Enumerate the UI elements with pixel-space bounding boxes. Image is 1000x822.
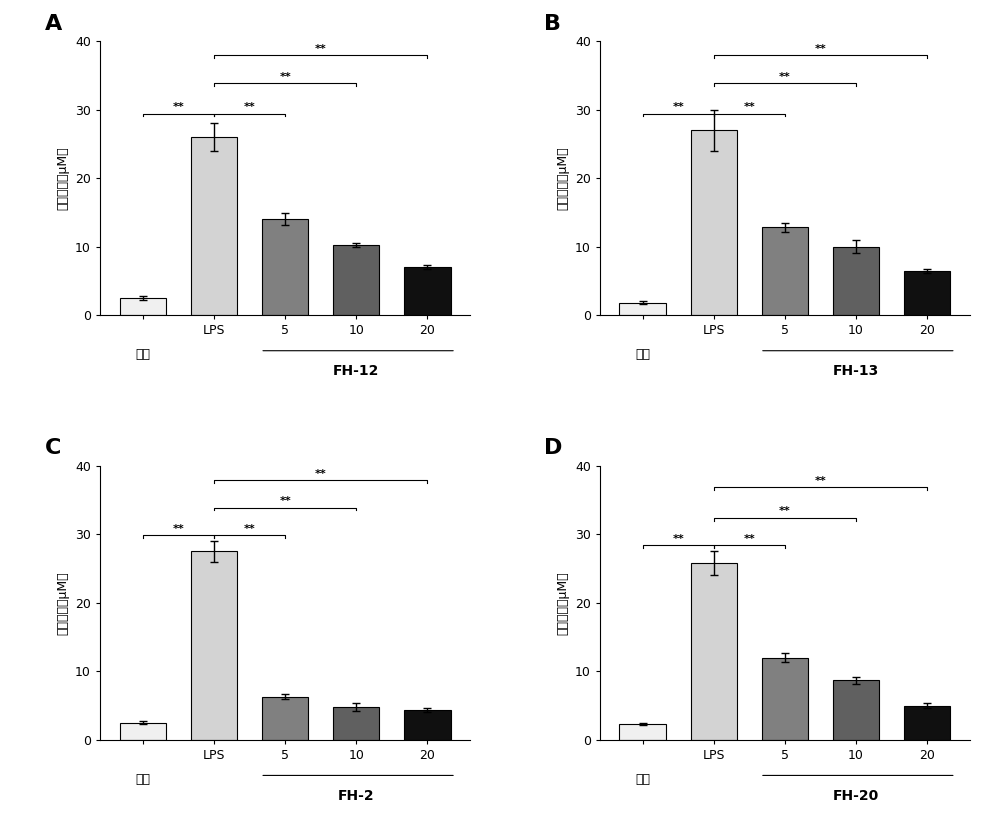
Y-axis label: 一氧化氮（μM）: 一氧化氮（μM） <box>556 146 569 210</box>
Bar <box>404 267 451 315</box>
Text: B: B <box>544 14 561 34</box>
Bar <box>904 270 950 315</box>
Text: **: ** <box>244 524 255 533</box>
Text: **: ** <box>779 72 791 81</box>
Text: FH-20: FH-20 <box>833 789 879 803</box>
Bar <box>191 137 237 315</box>
Bar <box>191 552 237 740</box>
Text: FH-13: FH-13 <box>833 364 879 378</box>
Text: **: ** <box>815 44 826 54</box>
Text: **: ** <box>279 72 291 81</box>
Text: **: ** <box>815 476 826 486</box>
Y-axis label: 一氧化氮（μM）: 一氧化氮（μM） <box>556 571 569 635</box>
Bar <box>762 658 808 740</box>
Bar <box>120 298 166 315</box>
Text: **: ** <box>672 534 684 544</box>
Bar <box>333 707 379 740</box>
Bar <box>619 302 666 315</box>
Text: **: ** <box>743 103 755 113</box>
Text: **: ** <box>315 44 327 54</box>
Bar <box>833 247 879 315</box>
Text: **: ** <box>315 469 327 478</box>
Text: **: ** <box>279 496 291 506</box>
Y-axis label: 一氧化氮（μM）: 一氧化氮（μM） <box>57 146 70 210</box>
Bar <box>333 245 379 315</box>
Text: FH-2: FH-2 <box>338 789 375 803</box>
Text: **: ** <box>172 524 184 533</box>
Text: FH-12: FH-12 <box>333 364 379 378</box>
Text: 对照: 对照 <box>635 773 650 786</box>
Text: **: ** <box>244 103 255 113</box>
Text: D: D <box>544 438 563 459</box>
Text: 对照: 对照 <box>135 773 150 786</box>
Bar <box>262 219 308 315</box>
Text: **: ** <box>172 103 184 113</box>
Text: C: C <box>44 438 61 459</box>
Y-axis label: 一氧化氮（μM）: 一氧化氮（μM） <box>57 571 70 635</box>
Bar <box>762 228 808 315</box>
Text: A: A <box>44 14 62 34</box>
Text: 对照: 对照 <box>635 348 650 361</box>
Text: 对照: 对照 <box>135 348 150 361</box>
Text: **: ** <box>743 534 755 544</box>
Bar <box>619 724 666 740</box>
Bar <box>904 705 950 740</box>
Bar <box>691 130 737 315</box>
Bar <box>833 681 879 740</box>
Bar <box>691 563 737 740</box>
Bar <box>262 697 308 740</box>
Text: **: ** <box>779 506 791 516</box>
Bar <box>120 723 166 740</box>
Text: **: ** <box>672 103 684 113</box>
Bar <box>404 710 451 740</box>
